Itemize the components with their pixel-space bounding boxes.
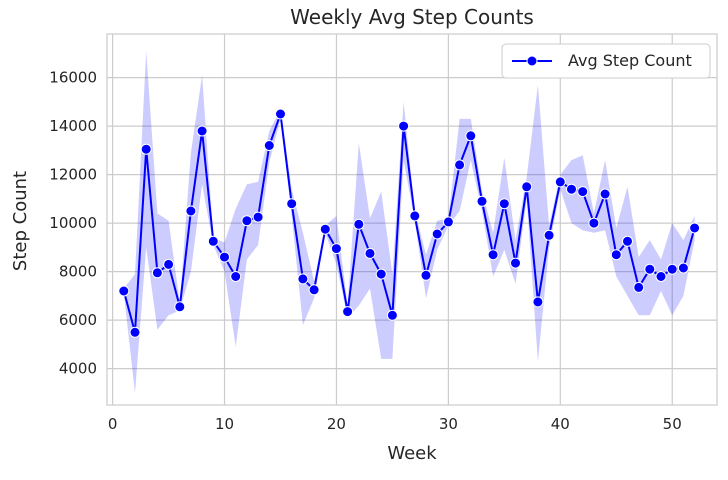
x-tick-label: 40	[551, 415, 570, 433]
data-point	[610, 249, 622, 261]
data-point	[386, 309, 398, 321]
data-point	[644, 263, 656, 275]
y-tick-label: 10000	[49, 214, 97, 232]
data-point	[554, 176, 566, 188]
data-point	[588, 217, 600, 229]
data-point	[185, 205, 197, 217]
data-point	[420, 269, 432, 281]
data-point	[207, 235, 219, 247]
y-axis-label: Step Count	[10, 171, 31, 271]
data-point	[577, 186, 589, 198]
chart-title: Weekly Avg Step Counts	[290, 5, 534, 29]
x-tick-label: 10	[215, 415, 234, 433]
series-layer	[118, 108, 701, 338]
data-point	[151, 267, 163, 279]
y-tick-labels: 4000 6000 8000 10000 12000 14000 16000	[49, 69, 97, 378]
data-point	[263, 140, 275, 151]
data-point	[364, 247, 376, 259]
x-tick-label: 50	[663, 415, 682, 433]
data-point	[319, 223, 331, 235]
data-point	[353, 218, 365, 230]
data-point	[566, 183, 577, 195]
y-tick-label: 8000	[59, 263, 97, 281]
data-point	[465, 130, 477, 142]
data-point	[476, 195, 488, 207]
data-point	[510, 257, 521, 269]
data-point	[677, 262, 689, 274]
data-point	[487, 249, 499, 261]
x-axis-label: Week	[387, 443, 437, 464]
data-point	[689, 222, 701, 234]
data-point	[498, 198, 510, 210]
data-point	[633, 281, 645, 293]
data-point	[409, 210, 421, 222]
data-point	[599, 188, 611, 200]
y-tick-label: 14000	[49, 117, 97, 135]
series-line	[122, 113, 696, 334]
data-point	[297, 273, 309, 285]
data-point	[252, 211, 264, 223]
data-point	[521, 181, 533, 193]
data-point	[163, 258, 175, 270]
data-point	[655, 271, 667, 282]
data-point	[174, 301, 186, 313]
y-tick-label: 12000	[49, 166, 97, 184]
data-point	[308, 284, 320, 296]
data-point	[219, 251, 230, 263]
plot-frame	[106, 33, 718, 406]
data-point	[275, 108, 286, 120]
data-point	[666, 263, 678, 275]
y-tick-label: 16000	[49, 69, 97, 87]
data-point	[342, 306, 354, 318]
x-tick-labels: 0 10 20 30 40 50	[108, 415, 682, 433]
data-point	[118, 285, 130, 297]
data-point	[543, 229, 555, 241]
confidence-band-area	[123, 51, 695, 393]
data-point	[442, 216, 454, 228]
legend: Avg Step Count	[501, 43, 711, 79]
data-point	[140, 143, 152, 155]
data-point	[375, 268, 387, 280]
data-point	[196, 125, 208, 137]
data-point	[431, 228, 443, 240]
data-point	[532, 296, 544, 308]
data-point	[230, 271, 242, 282]
y-tick-label: 6000	[59, 311, 97, 329]
x-tick-label: 20	[327, 415, 346, 433]
confidence-band	[123, 51, 695, 393]
x-tick-label: 0	[108, 415, 118, 433]
legend-marker-swatch	[526, 55, 538, 67]
data-point	[454, 159, 466, 171]
data-point	[330, 243, 342, 255]
data-point	[129, 326, 141, 338]
legend-box	[501, 43, 711, 79]
data-point	[241, 215, 253, 227]
data-point	[398, 120, 410, 132]
data-point	[286, 198, 298, 210]
y-tick-label: 4000	[59, 360, 97, 378]
data-point	[622, 235, 633, 247]
legend-label: Avg Step Count	[568, 51, 692, 70]
x-tick-label: 30	[439, 415, 458, 433]
